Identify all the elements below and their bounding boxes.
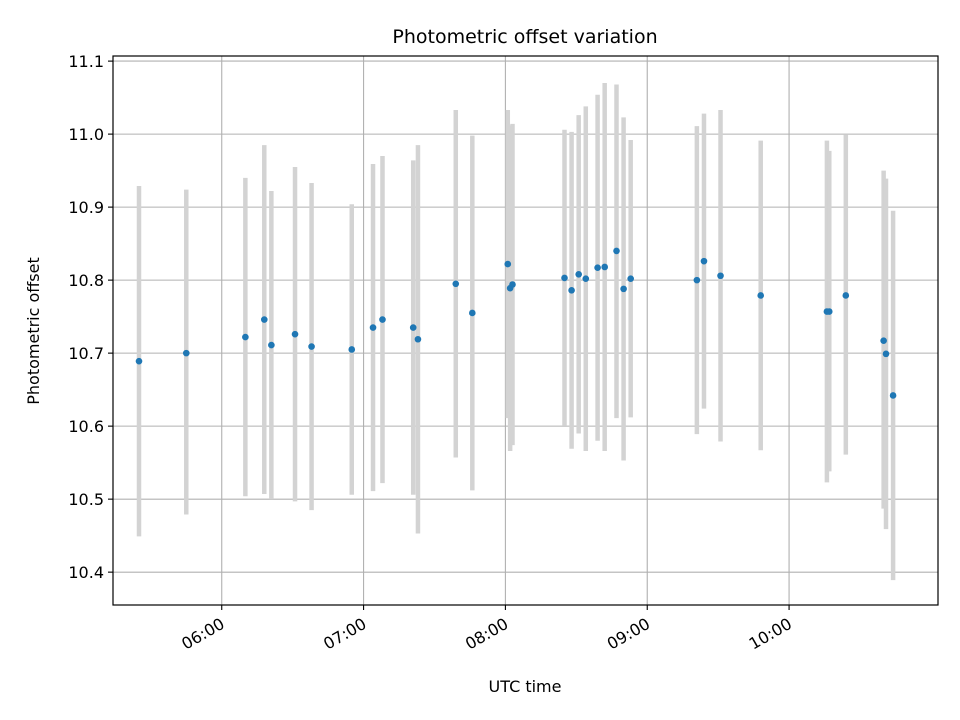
data-point (135, 357, 143, 365)
chart-title: Photometric offset variation (392, 26, 657, 48)
data-point (452, 280, 460, 288)
data-point (409, 324, 417, 331)
x-axis-ticks: 06:00 07:00 08:00 09:00 10:00 (178, 605, 795, 654)
y-tick-label: 10.6 (68, 417, 104, 436)
x-tick-label: 06:00 (178, 614, 227, 654)
data-point (379, 316, 386, 323)
data-point (568, 287, 575, 294)
data-point (575, 270, 582, 278)
data-point (889, 392, 897, 399)
error-bars (136, 83, 896, 581)
data-point (613, 247, 620, 255)
y-tick-label: 10.4 (68, 563, 104, 582)
data-point (268, 341, 275, 349)
data-point (260, 316, 268, 323)
y-tick-label: 11.0 (68, 125, 104, 144)
data-point (882, 350, 890, 358)
x-tick-label: 08:00 (462, 614, 511, 654)
data-point (469, 309, 476, 317)
x-axis-label: UTC time (489, 677, 562, 696)
y-tick-label: 10.7 (68, 344, 104, 363)
data-point (291, 330, 299, 338)
data-point (242, 333, 249, 341)
data-point (509, 281, 516, 288)
data-point (717, 272, 724, 280)
y-axis-ticks: 10.4 10.5 10.6 10.7 10.8 10.9 11.0 11.1 (68, 52, 113, 582)
data-point (348, 346, 356, 353)
data-point (842, 292, 850, 299)
data-points (135, 247, 897, 399)
data-point (308, 343, 315, 350)
data-point (414, 335, 422, 343)
data-point (757, 292, 765, 299)
x-tick-label: 09:00 (604, 614, 653, 654)
x-tick-label: 07:00 (320, 614, 369, 654)
data-point (627, 275, 634, 282)
data-point (620, 285, 627, 293)
data-point (693, 276, 701, 284)
data-point (601, 263, 608, 271)
plot-frame (112, 55, 939, 606)
data-point (700, 257, 708, 265)
grid (113, 56, 938, 605)
y-axis-label: Photometric offset (24, 257, 43, 405)
data-point (880, 337, 887, 345)
data-point (561, 274, 568, 282)
x-tick-label: 10:00 (746, 614, 795, 654)
data-point (825, 308, 833, 315)
y-tick-label: 10.5 (68, 490, 104, 509)
y-tick-label: 11.1 (68, 52, 104, 71)
data-point (182, 349, 190, 357)
data-point (369, 324, 377, 331)
data-point (504, 260, 512, 268)
y-tick-label: 10.9 (68, 198, 104, 217)
y-tick-label: 10.8 (68, 271, 104, 290)
data-point (594, 264, 601, 272)
data-point (582, 275, 590, 282)
